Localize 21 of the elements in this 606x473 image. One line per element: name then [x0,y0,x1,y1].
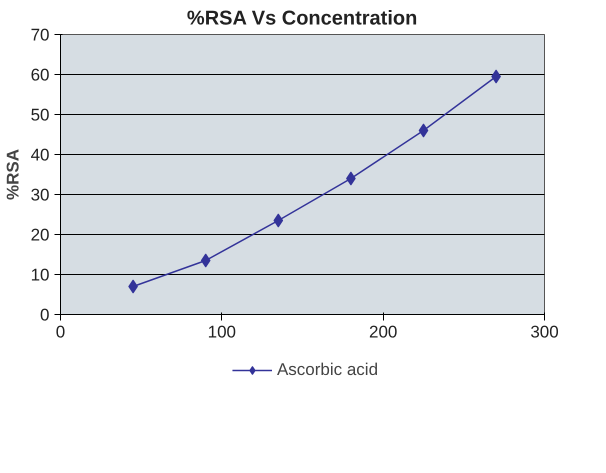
x-tick-label: 0 [56,322,66,342]
x-tick-label: 300 [530,322,559,342]
x-tick-label: 100 [208,322,236,342]
point [346,172,356,186]
point [128,280,138,294]
point [200,254,211,268]
point [491,70,501,84]
y-tick-label: 20 [30,226,50,244]
y-tick-label: 50 [30,106,50,124]
point [273,214,284,228]
y-tick-label: 10 [30,266,50,284]
y-tick-label: 0 [40,306,50,324]
y-tick-label: 30 [30,186,50,204]
legend-label: Ascorbic acid [276,360,378,380]
point [418,124,428,138]
x-tick-label: 200 [368,322,398,342]
chart-title: %RSA Vs Concentration [186,8,418,30]
y-tick-label: 60 [30,66,50,84]
y-axis-title: %RSA [4,148,23,200]
y-tick-label: 40 [30,146,50,164]
y-tick-label: 70 [30,26,50,44]
